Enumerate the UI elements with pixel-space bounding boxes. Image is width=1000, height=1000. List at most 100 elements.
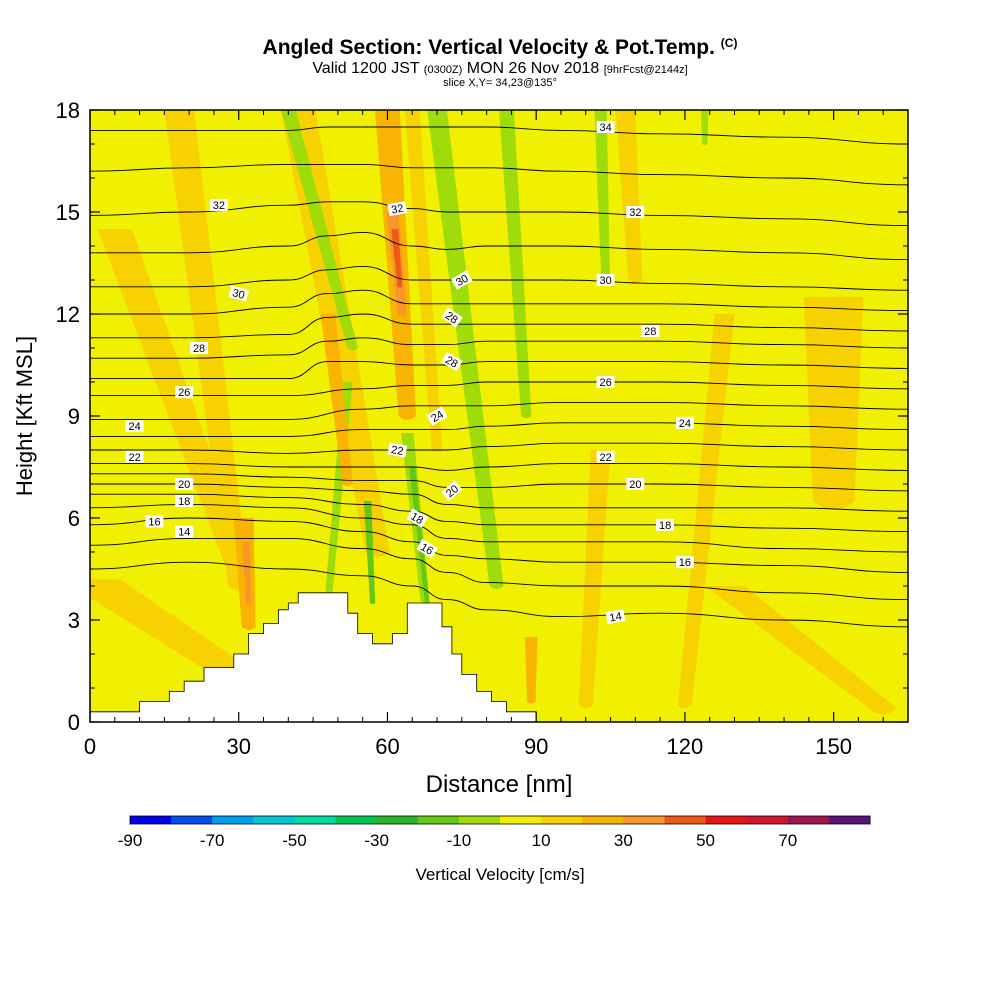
valid-date: MON 26 Nov 2018 — [466, 60, 600, 77]
theta-label-1: 32 — [387, 201, 408, 217]
theta-contour-29 — [90, 289, 908, 315]
theta-label-bg — [175, 386, 194, 399]
theta-label-text: 34 — [599, 122, 611, 134]
theta-label-bg — [605, 609, 626, 625]
colorbar-swatch — [582, 816, 624, 824]
theta-contour-23 — [90, 422, 908, 437]
colorbar-tick-label: 50 — [696, 831, 715, 850]
theta-label-bg — [596, 121, 615, 133]
theta-label-19: 20 — [175, 478, 194, 491]
theta-label-bg — [626, 478, 645, 490]
velocity-feature-4 — [404, 110, 443, 453]
theta-contour-24 — [90, 401, 908, 420]
theta-label-25: 16 — [145, 515, 164, 528]
theta-label-bg — [426, 406, 448, 426]
theta-label-text: 18 — [178, 496, 190, 508]
forecast-info: [9hrFcst@2144z] — [603, 64, 688, 76]
theta-label-text: 24 — [679, 418, 691, 430]
theta-contour-33 — [90, 163, 908, 186]
colorbar-swatch — [828, 816, 871, 824]
theta-label-text: 30 — [454, 273, 471, 290]
theta-label-bg — [441, 351, 463, 372]
theta-label-text: 16 — [148, 516, 160, 528]
theta-contour-18 — [90, 493, 908, 533]
chart-title-text: Angled Section: Vertical Velocity & Pot.… — [262, 36, 715, 59]
y-tick-label: 18 — [56, 98, 80, 123]
theta-contour-32 — [90, 201, 908, 227]
velocity-feature-21 — [409, 467, 430, 604]
slice-info: slice X,Y= 34,23@135° — [443, 77, 557, 89]
colorbar-tick-label: -50 — [282, 831, 307, 850]
velocity-feature-16 — [704, 586, 898, 715]
colorbar-swatch — [130, 816, 172, 824]
velocity-field — [90, 110, 908, 722]
theta-label-bg — [190, 342, 209, 354]
theta-label-bg — [416, 538, 438, 559]
velocity-feature-10 — [594, 110, 610, 282]
theta-label-bg — [441, 480, 463, 502]
x-tick-label: 150 — [815, 734, 852, 759]
pot-temp-contours — [90, 126, 908, 628]
theta-label-16: 22 — [125, 450, 144, 464]
theta-label-6: 30 — [596, 274, 615, 287]
theta-contour-34 — [90, 126, 908, 145]
theta-label-bg — [175, 478, 194, 490]
colorbar-swatch — [212, 816, 254, 824]
colorbar-tick-label: -90 — [118, 831, 143, 850]
velocity-feature-11 — [701, 110, 709, 146]
theta-contour-25 — [90, 381, 908, 397]
colorbar-swatch — [623, 816, 665, 824]
x-tick-label: 0 — [84, 734, 96, 759]
velocity-feature-20 — [363, 501, 376, 605]
colorbar-label: Vertical Velocity [cm/s] — [415, 865, 584, 884]
theta-label-bg — [125, 450, 144, 463]
theta-label-text: 24 — [429, 409, 446, 426]
colorbar-tick-label: -30 — [364, 831, 389, 850]
theta-label-bg — [145, 515, 164, 528]
terrain — [89, 592, 537, 723]
theta-label-2: 32 — [626, 206, 645, 219]
theta-label-26: 16 — [416, 538, 438, 559]
theta-label-text: 16 — [418, 541, 435, 558]
theta-label-bg — [387, 201, 408, 217]
theta-label-13: 24 — [125, 420, 144, 433]
theta-label-bg — [125, 420, 144, 433]
theta-label-text: 28 — [193, 343, 205, 355]
theta-contour-22 — [90, 442, 908, 454]
chart-title-unit: (C) — [720, 36, 738, 50]
theta-contour-16 — [90, 517, 908, 573]
y-axis-label: Height [Kft MSL] — [12, 336, 37, 496]
theta-contour-30 — [90, 265, 908, 291]
theta-label-text: 22 — [390, 444, 404, 458]
velocity-feature-15 — [615, 110, 643, 283]
velocity-feature-12 — [578, 450, 611, 708]
theta-label-text: 14 — [178, 527, 190, 539]
theta-label-11: 26 — [175, 386, 194, 399]
colorbar-tick-label: -70 — [200, 831, 225, 850]
colorbar-tick-label: -10 — [447, 831, 472, 850]
theta-label-8: 28 — [441, 307, 463, 328]
theta-label-bg — [451, 270, 473, 290]
theta-label-text: 30 — [599, 275, 611, 287]
colorbar-swatch — [171, 816, 213, 824]
theta-contour-17 — [90, 503, 908, 553]
colorbar-tick-label: 10 — [532, 831, 551, 850]
colorbar-swatch — [541, 816, 583, 824]
velocity-feature-7 — [427, 110, 504, 589]
velocity-feature-13 — [677, 314, 735, 708]
colorbar-swatch — [253, 816, 295, 824]
theta-label-bg — [387, 442, 408, 458]
x-tick-label: 90 — [524, 734, 548, 759]
velocity-feature-5 — [280, 110, 358, 351]
y-tick-label: 0 — [68, 710, 80, 735]
y-tick-label: 6 — [68, 506, 80, 531]
velocity-feature-18 — [320, 314, 353, 487]
theta-label-17: 22 — [387, 442, 408, 458]
theta-label-bg — [175, 495, 194, 507]
chart-title: Angled Section: Vertical Velocity & Pot.… — [0, 36, 1000, 60]
theta-label-9: 28 — [441, 351, 463, 372]
y-tick-label: 3 — [68, 608, 80, 633]
velocity-feature-22 — [525, 637, 538, 704]
theta-label-text: 22 — [128, 452, 140, 464]
velocity-feature-25 — [391, 229, 403, 288]
